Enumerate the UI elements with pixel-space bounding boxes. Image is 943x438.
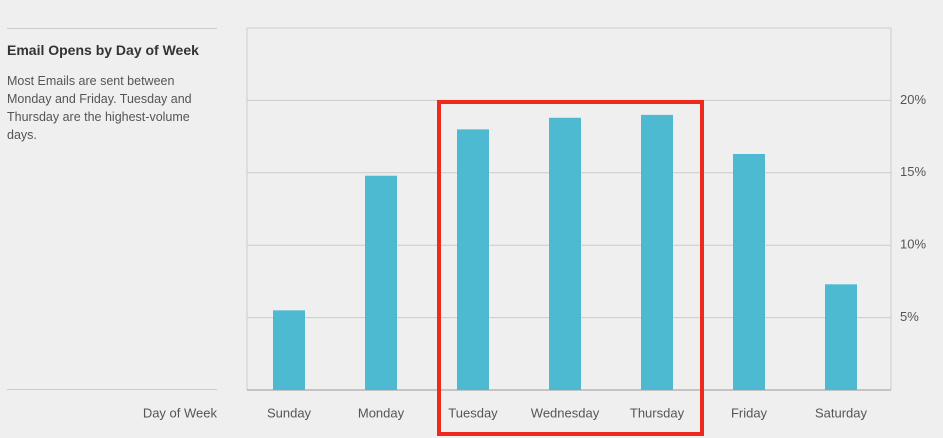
bar <box>273 310 305 390</box>
bar <box>457 129 489 391</box>
x-tick-label: Monday <box>358 405 405 420</box>
x-tick-label: Sunday <box>267 405 312 420</box>
x-tick-label: Thursday <box>630 405 685 420</box>
x-tick-label: Tuesday <box>448 405 498 420</box>
bar <box>825 284 857 390</box>
x-tick-label: Friday <box>731 405 768 420</box>
bar <box>549 117 581 390</box>
x-axis-label: Day of Week <box>143 405 218 420</box>
chart-title: Email Opens by Day of Week <box>7 42 199 58</box>
y-tick-label: 10% <box>900 237 926 252</box>
y-tick-label: 20% <box>900 92 926 107</box>
bar <box>733 153 765 390</box>
highlight-box <box>437 100 704 436</box>
bar <box>641 114 673 390</box>
y-tick-label: 5% <box>900 309 919 324</box>
chart-description: Most Emails are sent between Monday and … <box>7 74 192 142</box>
x-tick-label: Saturday <box>815 405 868 420</box>
x-tick-label: Wednesday <box>531 405 600 420</box>
bar <box>365 175 397 390</box>
y-tick-label: 15% <box>900 164 926 179</box>
side-panel: Email Opens by Day of Week Most Emails a… <box>7 28 217 390</box>
